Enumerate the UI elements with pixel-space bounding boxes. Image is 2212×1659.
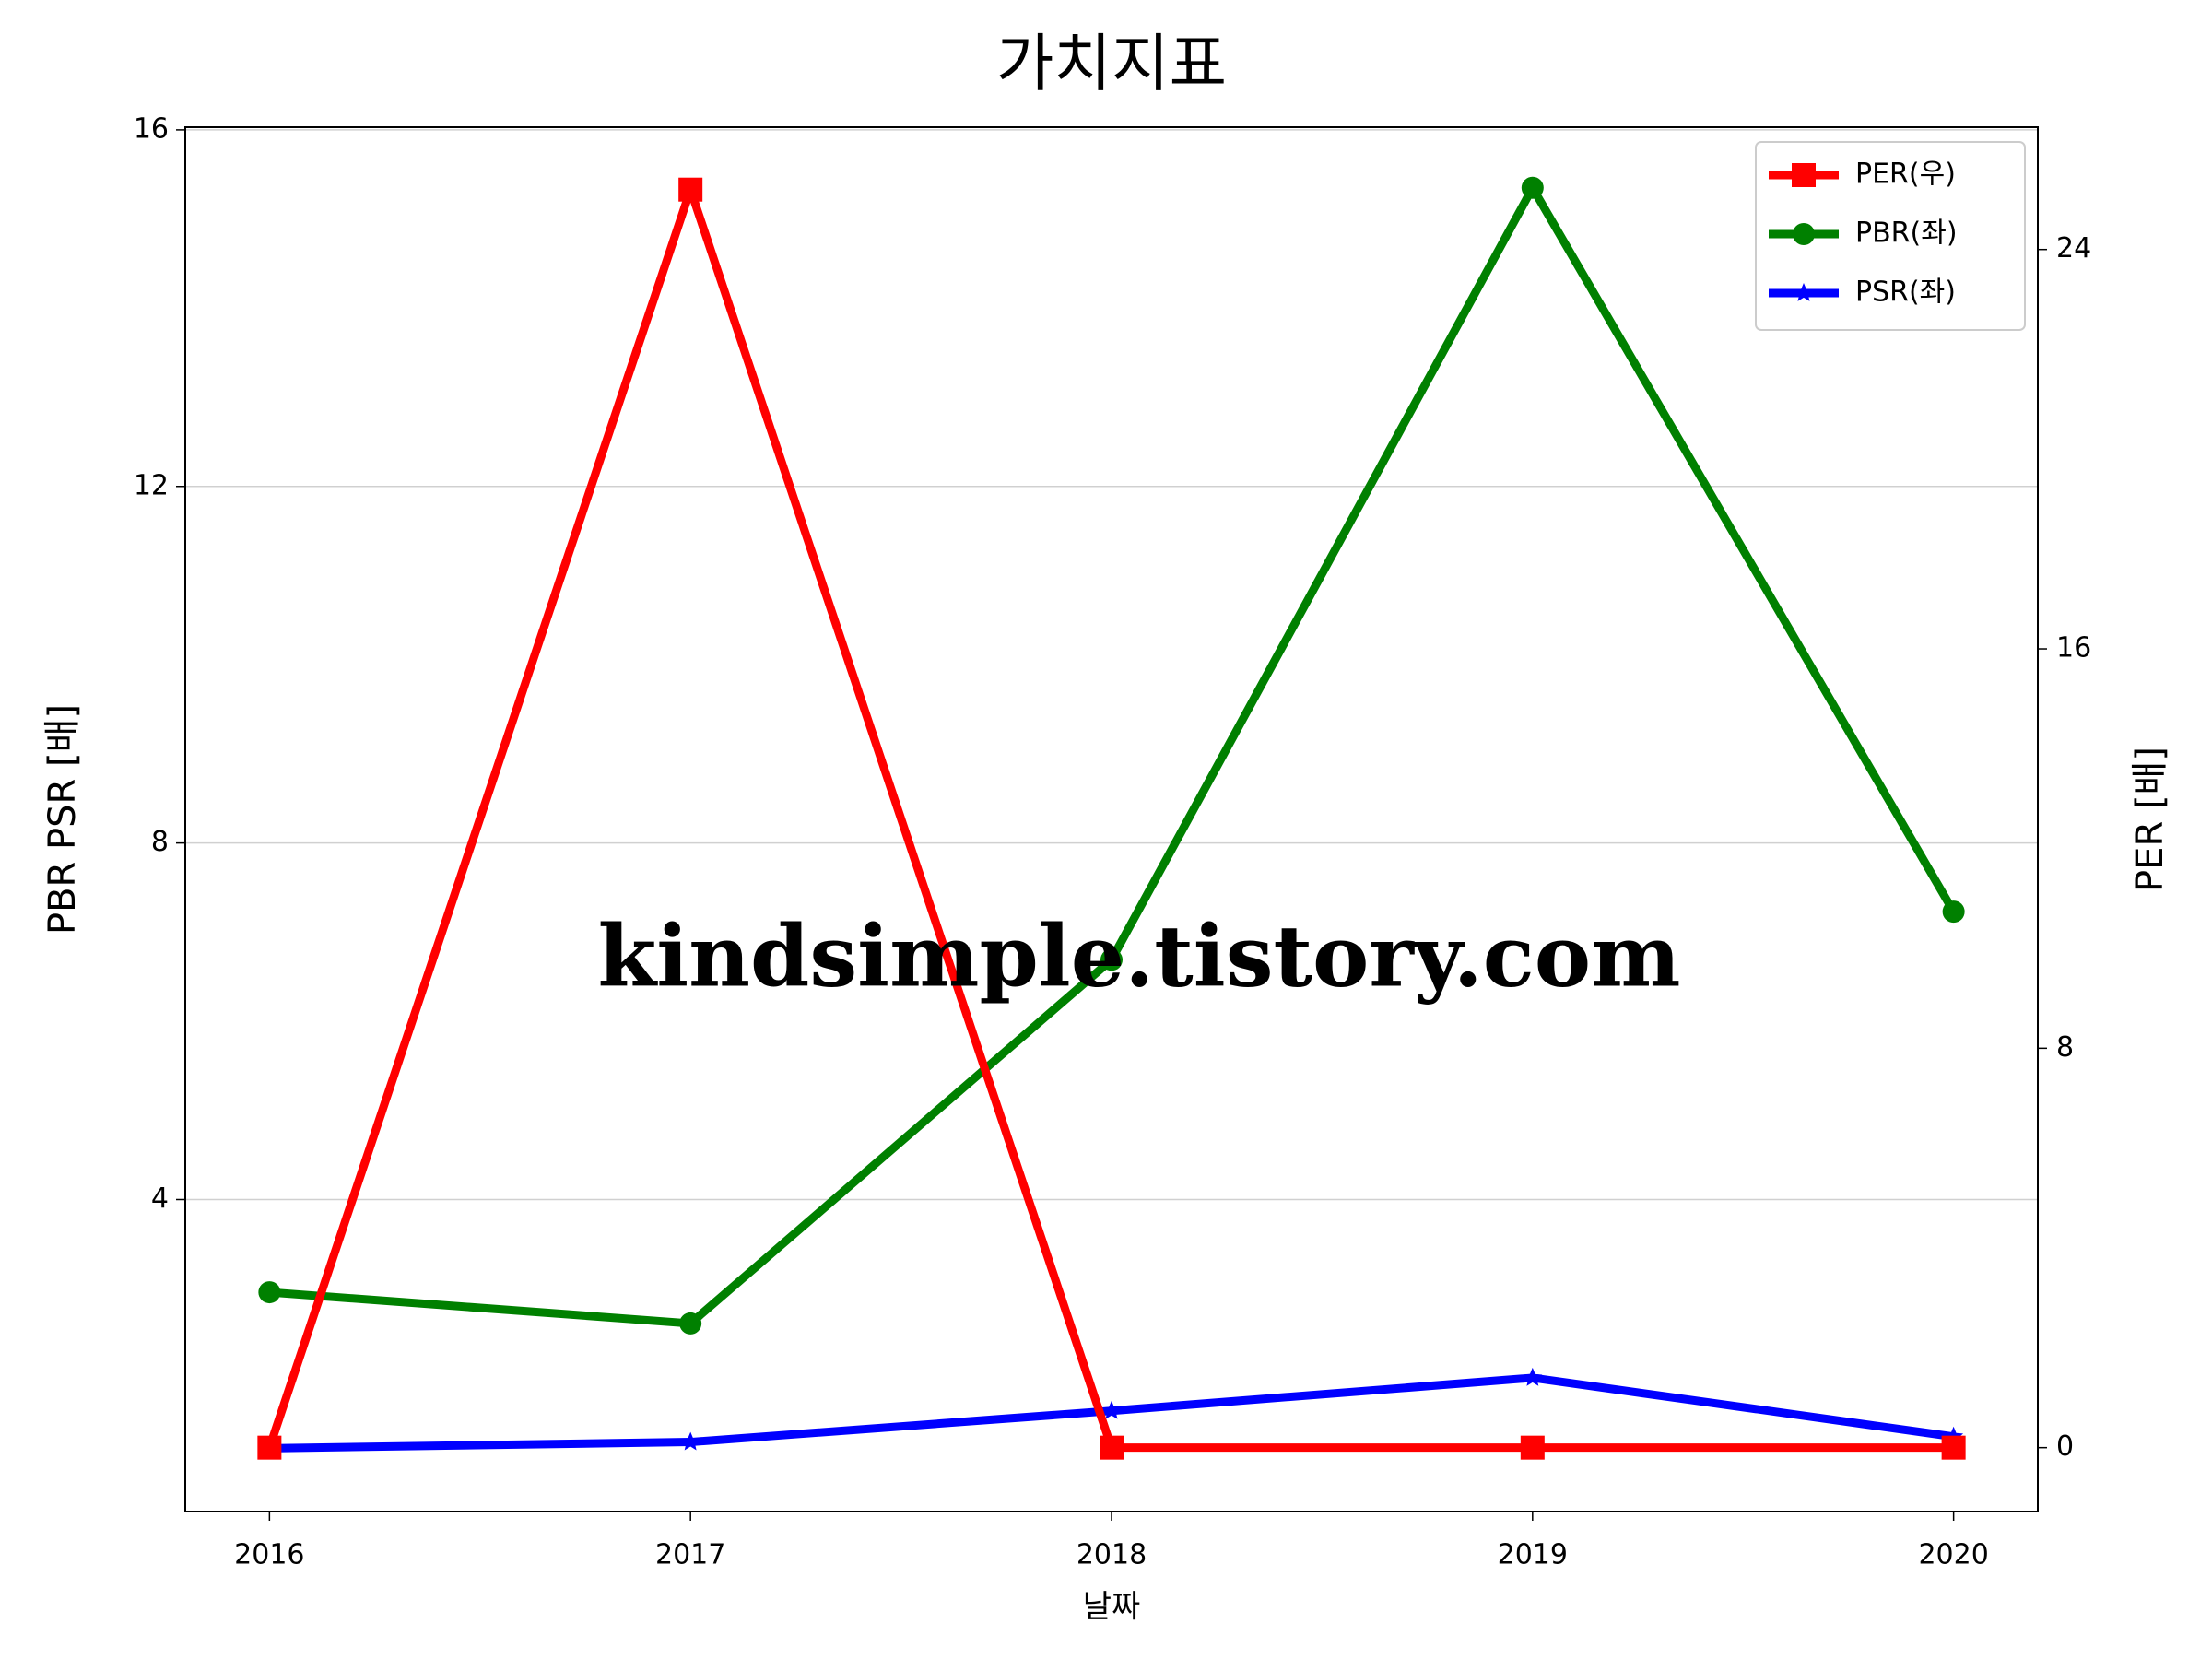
- legend-label: PBR(좌): [1855, 218, 1958, 250]
- legend-marker: [1792, 163, 1816, 187]
- y2-tick-label: 24: [2056, 232, 2091, 265]
- data-point: [678, 177, 703, 202]
- legend-marker: [1793, 223, 1815, 245]
- data-point: [680, 1431, 700, 1451]
- x-tick-label: 2019: [1498, 1539, 1568, 1571]
- data-point: [1101, 1400, 1122, 1419]
- legend-label: PER(우): [1855, 159, 1956, 191]
- legend-box: [1755, 141, 2026, 331]
- legend-marker: [1794, 283, 1814, 301]
- y2-tick-label: 16: [2056, 632, 2091, 665]
- data-point: [258, 1281, 281, 1304]
- data-point: [1100, 1435, 1124, 1460]
- plot-frame: [184, 126, 2039, 1512]
- data-point: [1100, 948, 1123, 971]
- y-tick-label: 8: [151, 826, 169, 858]
- data-point: [1521, 176, 1544, 199]
- data-point: [257, 1435, 282, 1460]
- legend: PER(우) PBR(좌) PSR(좌): [1755, 141, 2026, 331]
- watermark: kindsimple.tistory.com: [597, 907, 1680, 1006]
- legend-label: PSR(좌): [1855, 276, 1956, 309]
- data-point: [1941, 1435, 1966, 1460]
- x-tick-label: 2017: [655, 1539, 725, 1571]
- data-point: [1523, 1367, 1543, 1386]
- chart-title: 가치지표: [996, 29, 1227, 101]
- y2-tick-label: 0: [2056, 1430, 2074, 1463]
- data-point: [679, 1312, 702, 1335]
- data-point: [1942, 900, 1965, 924]
- y-axis-label: PBR PSR [배]: [41, 704, 84, 935]
- y-tick-label: 16: [134, 112, 169, 145]
- y2-tick-label: 8: [2056, 1031, 2074, 1064]
- data-point: [1520, 1435, 1545, 1460]
- x-tick-label: 2020: [1918, 1539, 1988, 1571]
- x-axis-label: 날짜: [1083, 1589, 1141, 1626]
- y2-axis-label: PER [배]: [2129, 747, 2171, 892]
- x-tick-label: 2018: [1077, 1539, 1147, 1571]
- x-tick-label: 2016: [234, 1539, 304, 1571]
- y-tick-label: 4: [151, 1182, 169, 1215]
- y-tick-label: 12: [134, 469, 169, 501]
